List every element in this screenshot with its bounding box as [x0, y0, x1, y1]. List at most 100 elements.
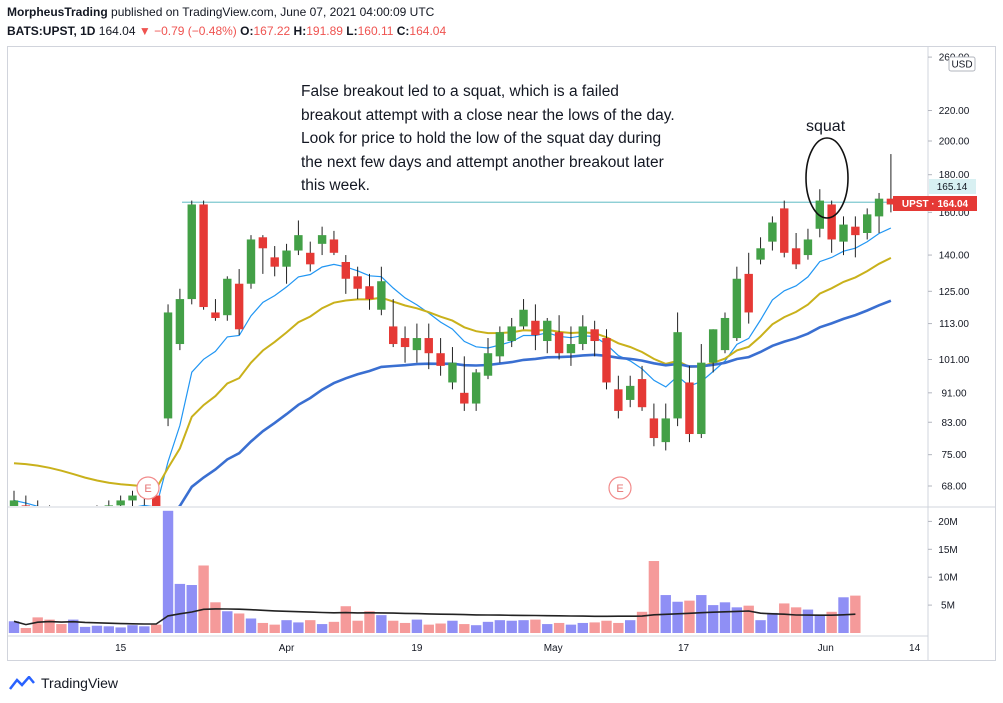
candle-body	[389, 326, 398, 345]
candle-body	[377, 281, 386, 310]
candle-body	[483, 353, 493, 376]
candle-body	[175, 299, 185, 345]
candle-body	[152, 495, 161, 506]
volume-bar	[672, 601, 683, 633]
candle-body	[448, 362, 457, 383]
time-tick-label: 14	[909, 643, 921, 654]
volume-bar	[826, 611, 837, 633]
low-label: L:	[346, 24, 358, 38]
candle-body	[863, 214, 872, 233]
price-tick-label: 113.00	[939, 319, 969, 330]
volume-bar	[257, 622, 269, 633]
candles	[9, 154, 896, 506]
currency-badge	[948, 56, 976, 72]
symbol[interactable]: BATS:UPST, 1D	[7, 24, 96, 38]
volume-bar	[269, 624, 280, 633]
price-tick-label: 220.00	[939, 106, 970, 117]
candle-body	[685, 382, 694, 435]
resistance-price-label: 165.14	[937, 182, 968, 193]
ema-mid-line	[13, 257, 892, 490]
price-tick-label: 75.00	[941, 450, 966, 461]
volume-bar	[802, 609, 814, 633]
volume-bar	[767, 612, 778, 633]
volume-bar	[127, 625, 138, 633]
volume-tick-label: 10M	[938, 573, 957, 584]
candle-body	[234, 283, 244, 330]
candle-body	[590, 329, 599, 342]
candle-body	[507, 326, 516, 342]
volume-bar	[103, 626, 114, 633]
tradingview-logo[interactable]: TradingView	[9, 675, 118, 691]
volume-bar	[340, 606, 351, 633]
close-label: C:	[396, 24, 410, 38]
publish-text: published on TradingView.com, June 07, 2…	[111, 5, 435, 19]
volume-bar	[91, 625, 103, 633]
time-tick-label: May	[544, 643, 563, 654]
candle-body	[566, 344, 576, 354]
candle-body	[602, 338, 611, 383]
volume-tick-label: 15M	[938, 545, 957, 556]
candle-body	[851, 226, 860, 236]
price-tick-label: 83.00	[941, 418, 966, 429]
ema-fast-line	[13, 227, 892, 506]
last-price: 164.04	[98, 24, 136, 38]
price-tick-label: 91.00	[941, 388, 966, 399]
candle-body	[554, 332, 564, 354]
volume-bar	[162, 510, 174, 633]
price-tick-label: 125.00	[939, 287, 970, 298]
candle-body	[9, 500, 19, 506]
candle-body	[697, 362, 706, 435]
price-tick-label: 101.00	[939, 355, 970, 366]
candle-body	[436, 353, 445, 366]
candle-body	[803, 239, 813, 256]
candle-body	[412, 338, 422, 351]
candle-body	[519, 309, 528, 327]
candle-body	[756, 248, 765, 260]
volume-bar	[245, 618, 257, 633]
candle-body	[827, 204, 836, 240]
candle-body	[199, 204, 208, 308]
time-tick-label: Jun	[818, 643, 834, 654]
candle-body	[294, 235, 303, 251]
time-tick-label: 17	[678, 643, 690, 654]
volume-bar	[423, 624, 434, 633]
volume-bar	[696, 595, 707, 633]
volume-bar	[20, 627, 32, 633]
volume-bar	[636, 611, 648, 633]
candle-body	[329, 239, 339, 253]
volume-bar	[577, 622, 588, 633]
brand-name: TradingView	[41, 675, 119, 691]
volume-bar	[755, 620, 766, 633]
high-value: 191.89	[306, 24, 343, 38]
candle-body	[282, 250, 291, 267]
tradingview-logo-icon	[9, 676, 35, 690]
annotation-text: False breakout led to a squat, which is …	[301, 83, 675, 194]
volume-bar	[411, 619, 423, 633]
publish-line: MorpheusTrading published on TradingView…	[7, 5, 434, 19]
candle-body	[732, 278, 742, 339]
candle-body	[661, 418, 670, 443]
candle-body	[21, 505, 31, 506]
earnings-marker-label: E	[616, 483, 623, 495]
candle-body	[614, 389, 623, 411]
candle-body	[768, 222, 777, 242]
volume-bar	[198, 565, 209, 633]
volume-bar	[494, 620, 506, 633]
low-value: 160.11	[357, 24, 394, 38]
candle-body	[353, 276, 362, 289]
volume-bar	[435, 623, 446, 633]
volume-bar	[115, 627, 126, 633]
volume-bar	[352, 620, 363, 633]
volume-bar	[281, 620, 292, 633]
volume-bar	[376, 615, 387, 633]
candle-body	[708, 329, 718, 363]
candle-body	[306, 252, 315, 265]
candle-body	[104, 505, 113, 506]
change: −0.79 (−0.48%)	[154, 24, 237, 38]
volume-bar	[719, 602, 731, 633]
volume-bar	[743, 605, 754, 633]
chart-frame	[7, 46, 996, 661]
volume-bar	[316, 624, 328, 633]
candle-body	[578, 326, 587, 345]
